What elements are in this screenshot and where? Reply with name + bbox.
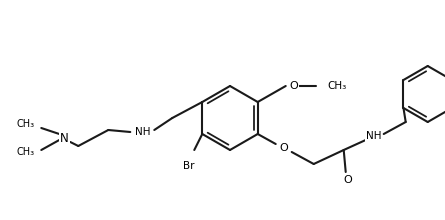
Text: CH₃: CH₃: [16, 147, 34, 157]
Text: NH: NH: [134, 127, 150, 137]
Text: N: N: [60, 132, 69, 145]
Text: NH: NH: [366, 131, 381, 141]
Text: O: O: [344, 175, 352, 185]
Text: CH₃: CH₃: [328, 81, 347, 91]
Text: CH₃: CH₃: [16, 119, 34, 129]
Text: O: O: [289, 81, 298, 91]
Text: O: O: [279, 143, 288, 153]
Text: Br: Br: [182, 161, 194, 171]
